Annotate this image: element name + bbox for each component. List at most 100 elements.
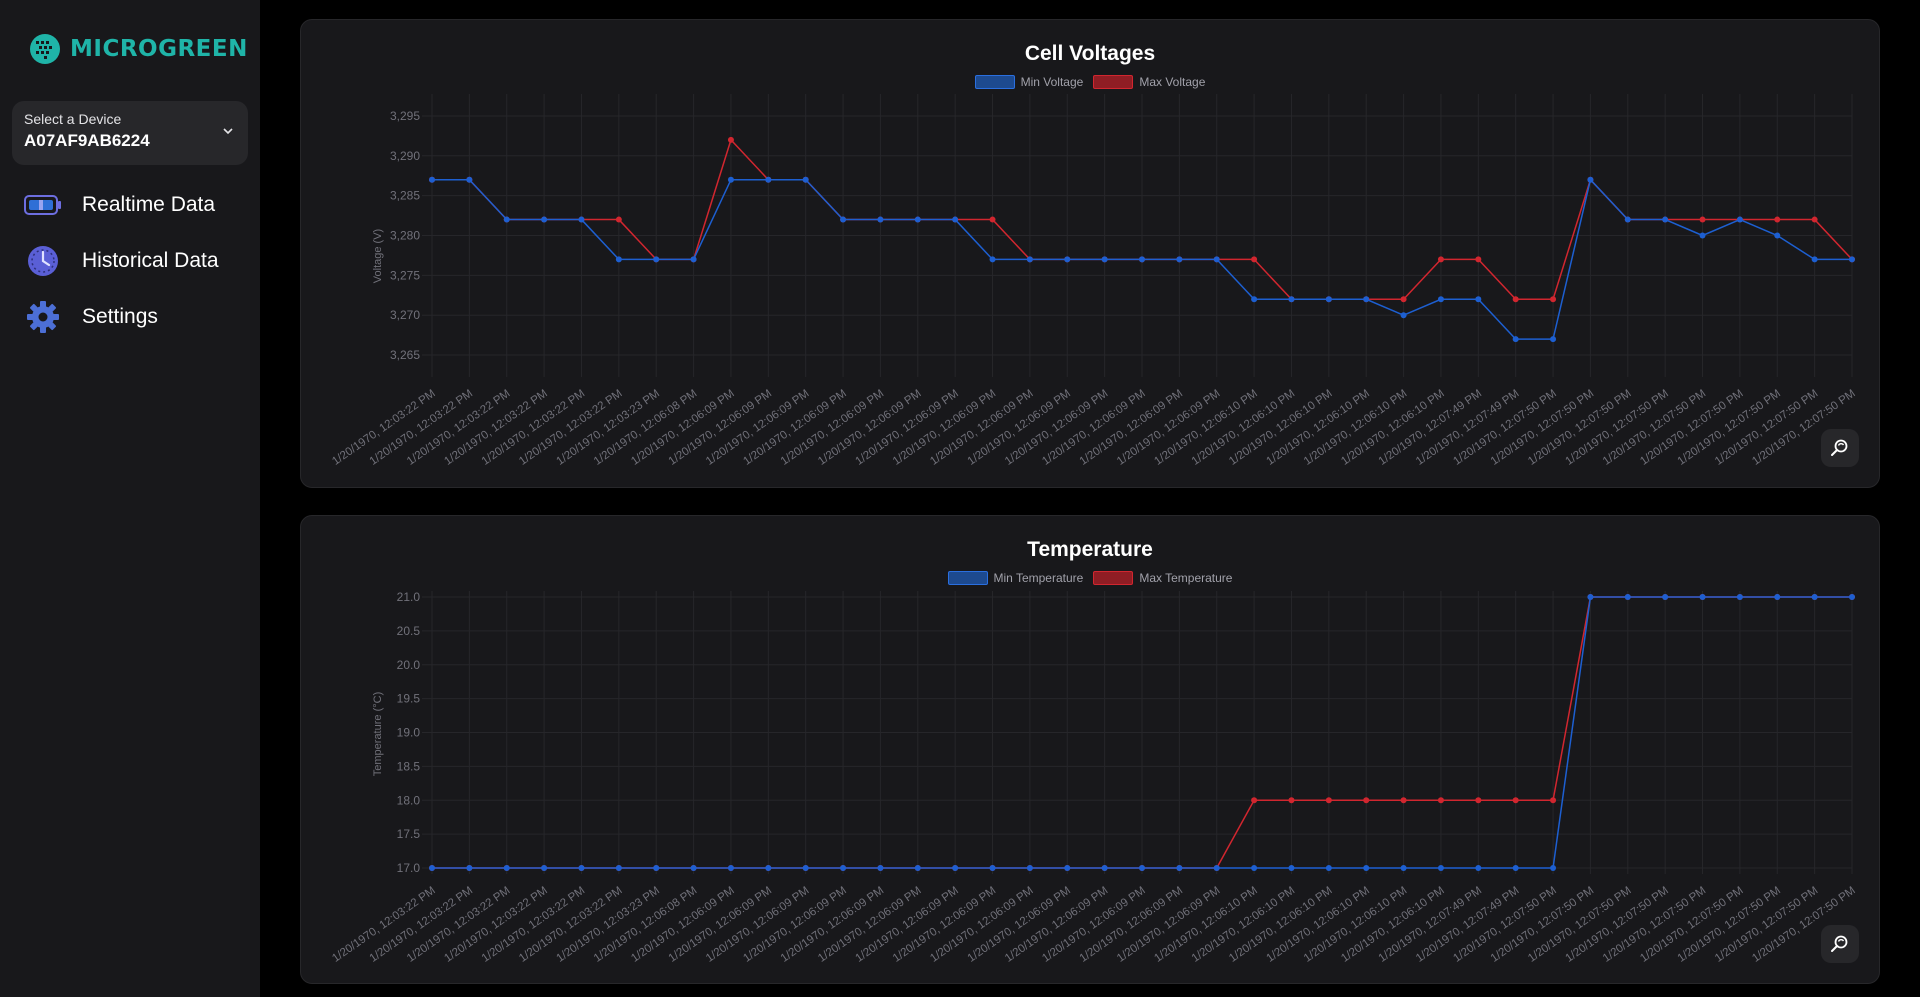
- data-point: [727, 865, 734, 871]
- y-tick-label: 18.5: [397, 759, 421, 773]
- legend-swatch: [974, 75, 1015, 89]
- data-point: [989, 865, 996, 871]
- y-tick-label: 20.5: [397, 624, 421, 638]
- y-tick-label: 3,270: [390, 308, 420, 322]
- data-point: [1437, 256, 1444, 263]
- data-point: [1587, 176, 1594, 183]
- zoom-reset-button[interactable]: [1821, 925, 1859, 963]
- nav-item-historical-data[interactable]: Historical Data: [24, 241, 219, 281]
- data-point: [1512, 797, 1519, 804]
- data-point: [1774, 216, 1781, 223]
- data-point: [1400, 865, 1407, 871]
- nav-item-realtime-data[interactable]: Realtime Data: [24, 185, 215, 225]
- device-select-label: Select a Device: [24, 111, 122, 127]
- temperature-chart-panel: 21.0 20.5 20.0 19.5 19.0 18.5 18.0 17.5 17.0 Temp…: [300, 515, 1880, 984]
- data-point: [765, 176, 772, 183]
- data-point: [1811, 216, 1818, 223]
- nav-label: Realtime Data: [82, 193, 216, 216]
- data-point: [1176, 256, 1183, 263]
- legend-item-max-temperature[interactable]: Max Temperature: [1093, 571, 1232, 585]
- data-point: [1587, 594, 1594, 600]
- data-point: [1736, 216, 1743, 223]
- data-point: [1176, 865, 1183, 871]
- data-point: [914, 865, 921, 871]
- logo[interactable]: MICROGREEN: [28, 32, 248, 66]
- data-point: [1101, 865, 1108, 871]
- data-point: [1662, 216, 1669, 223]
- zoom-icon: [1831, 439, 1848, 456]
- data-point: [1849, 256, 1855, 263]
- nav-label: Settings: [82, 305, 158, 328]
- data-point: [429, 176, 435, 183]
- data-point: [1475, 256, 1482, 263]
- data-point: [1736, 594, 1743, 600]
- data-point: [1325, 865, 1332, 871]
- y-axis-label: Temperature (°C): [372, 692, 384, 776]
- zoom-reset-button[interactable]: [1821, 429, 1859, 467]
- data-point: [840, 216, 847, 223]
- legend-label: Max Voltage: [1139, 75, 1206, 89]
- data-point: [541, 216, 548, 223]
- data-point: [1550, 296, 1557, 303]
- microgreen-logo-icon: [30, 34, 60, 64]
- data-point: [1475, 797, 1482, 804]
- data-point: [1475, 865, 1482, 871]
- data-point: [1363, 797, 1370, 804]
- gear-icon: [27, 301, 59, 333]
- data-point: [1699, 232, 1706, 239]
- data-point: [1400, 797, 1407, 804]
- data-point: [952, 865, 959, 871]
- y-tick-label: 19.0: [397, 726, 421, 740]
- data-point: [1400, 296, 1407, 303]
- data-point: [1811, 256, 1818, 263]
- data-point: [1139, 256, 1145, 263]
- legend-item-min-voltage[interactable]: Min Voltage: [974, 75, 1084, 89]
- legend-item-max-voltage[interactable]: Max Voltage: [1093, 75, 1205, 89]
- data-point: [952, 216, 959, 223]
- y-tick-label: 20.0: [397, 658, 421, 672]
- voltage-chart-panel: 3,295 3,290 3,285 3,280 3,275 3,270 3,265 Volta…: [300, 19, 1880, 488]
- data-point: [1251, 256, 1258, 263]
- data-point: [840, 865, 847, 871]
- temperature-chart: 21.0 20.5 20.0 19.5 19.0 18.5 18.0 17.5 17.0 Temp…: [330, 590, 1857, 965]
- data-point: [1026, 865, 1033, 871]
- data-point: [653, 256, 660, 263]
- y-tick-label: 18.0: [397, 793, 421, 807]
- data-point: [1288, 797, 1295, 804]
- data-point: [1064, 865, 1071, 871]
- device-select-value: A07AF9AB6224: [24, 131, 150, 150]
- data-point: [1475, 296, 1482, 303]
- data-point: [1624, 594, 1631, 600]
- y-tick-label: 19.5: [397, 692, 421, 706]
- device-select[interactable]: Select a Device A07AF9AB6224: [12, 101, 248, 165]
- data-point: [615, 865, 622, 871]
- data-point: [1363, 296, 1370, 303]
- data-point: [541, 865, 548, 871]
- legend-label: Min Voltage: [1020, 75, 1084, 89]
- data-point: [1437, 865, 1444, 871]
- data-point: [1325, 296, 1332, 303]
- data-point: [802, 865, 809, 871]
- legend-swatch: [1093, 75, 1134, 89]
- data-point: [989, 256, 996, 263]
- data-point: [1774, 594, 1781, 600]
- data-point: [615, 216, 622, 223]
- data-point: [1139, 865, 1145, 871]
- data-point: [653, 865, 660, 871]
- data-point: [1437, 296, 1444, 303]
- chart-legend: Min Voltage Max Voltage: [301, 75, 1879, 89]
- data-point: [1699, 594, 1706, 600]
- data-point: [1101, 256, 1108, 263]
- data-point: [1774, 232, 1781, 239]
- legend-item-min-temperature[interactable]: Min Temperature: [947, 571, 1083, 585]
- data-point: [1251, 865, 1258, 871]
- nav-item-settings[interactable]: Settings: [24, 297, 158, 337]
- data-point: [765, 865, 772, 871]
- chart-legend: Min Temperature Max Temperature: [301, 571, 1879, 585]
- data-point: [466, 176, 473, 183]
- y-tick-label: 3,275: [390, 268, 420, 282]
- y-tick-label: 21.0: [397, 590, 421, 604]
- data-point: [1026, 256, 1033, 263]
- y-tick-label: 3,280: [390, 229, 420, 243]
